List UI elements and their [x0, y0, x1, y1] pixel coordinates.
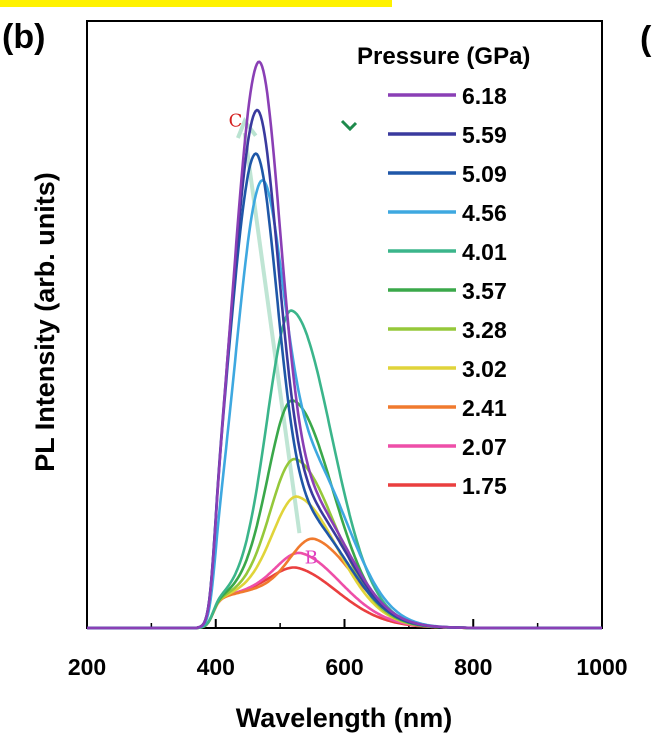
spectra-curves	[87, 60, 602, 630]
x-tick-label: 800	[454, 654, 492, 680]
x-tick-label: 200	[68, 654, 106, 680]
legend-title: Pressure (GPa)	[357, 43, 530, 70]
next-panel-label: (	[640, 20, 652, 58]
series-line-5.09	[87, 152, 602, 630]
series-line-4.01	[87, 309, 602, 630]
check-mark-icon	[340, 119, 358, 132]
legend-label-2.41: 2.41	[462, 395, 507, 421]
legend-label-1.75: 1.75	[462, 473, 507, 499]
annotations: CB	[229, 110, 358, 569]
x-axis-title: Wavelength (nm)	[236, 703, 453, 733]
series-line-6.18	[87, 60, 602, 630]
legend-label-5.59: 5.59	[462, 122, 507, 148]
highlight-strip	[0, 0, 392, 7]
legend-label-3.02: 3.02	[462, 356, 507, 382]
x-tick-label: 400	[197, 654, 235, 680]
legend-label-5.09: 5.09	[462, 161, 507, 187]
y-axis-title: PL Intensity (arb. units)	[30, 172, 60, 472]
legend-label-4.56: 4.56	[462, 200, 507, 226]
annotation-B: B	[305, 548, 318, 569]
legend-label-3.28: 3.28	[462, 317, 507, 343]
panel-label: (b)	[2, 18, 45, 56]
legend-label-4.01: 4.01	[462, 239, 507, 265]
arrow-head	[236, 116, 258, 139]
legend: Pressure (GPa) 6.18 5.59 5.09 4.56 4.01 3.57 3…	[357, 43, 530, 499]
legend-label-2.07: 2.07	[462, 434, 507, 460]
legend-label-3.57: 3.57	[462, 278, 507, 304]
annotation-C: C	[229, 110, 243, 131]
series-line-5.59	[87, 108, 602, 630]
plot-frame	[86, 20, 603, 629]
legend-label-6.18: 6.18	[462, 83, 507, 109]
x-tick-label: 1000	[576, 654, 627, 680]
series-line-1.75	[87, 566, 602, 630]
x-tick-label: 600	[325, 654, 363, 680]
